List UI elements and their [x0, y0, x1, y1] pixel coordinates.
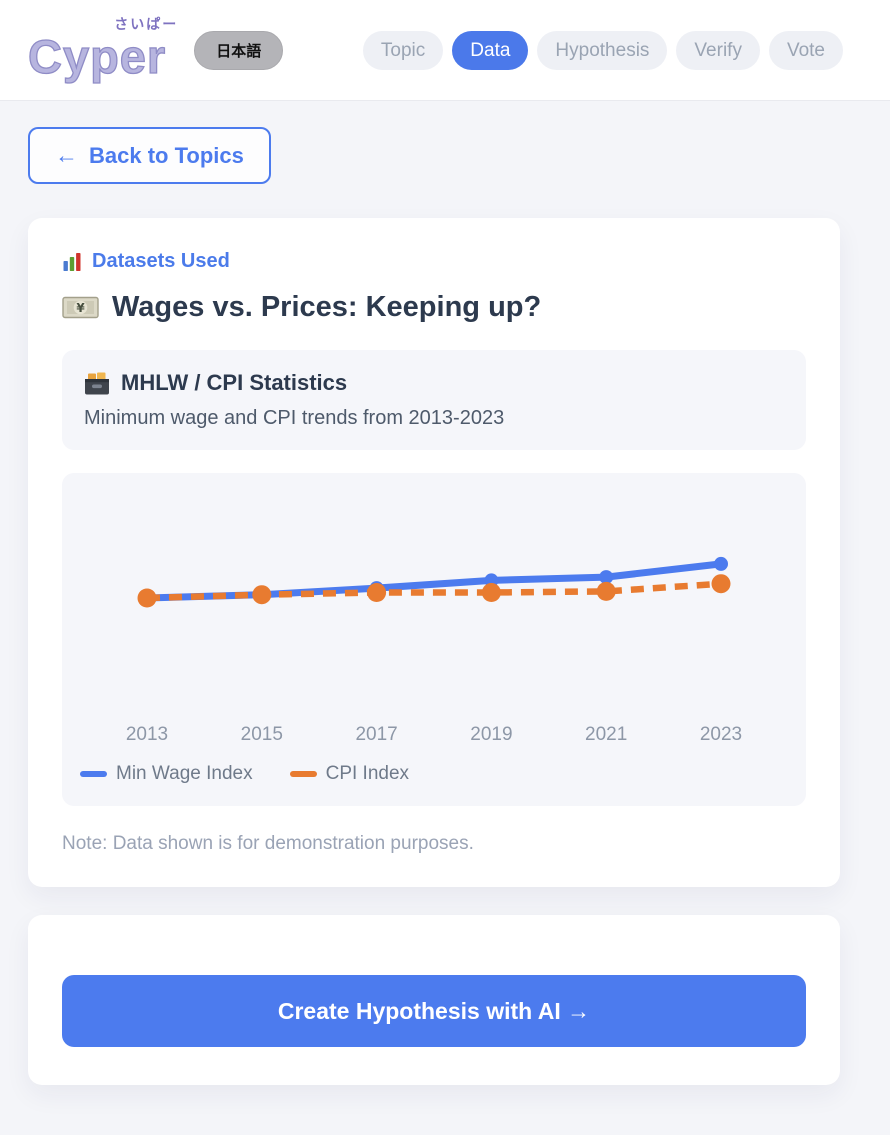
card-file-box-icon	[84, 371, 110, 396]
svg-text:2017: 2017	[355, 724, 397, 745]
dataset-info-tile: MHLW / CPI Statistics Minimum wage and C…	[62, 350, 806, 450]
step-nav: Topic Data Hypothesis Verify Vote	[362, 30, 843, 70]
logo-ruby-text: さいぱー	[114, 15, 179, 32]
cpi-legend-swatch-icon	[289, 771, 317, 777]
datasets-card: Datasets Used ¥ Wages vs. Prices: Keepin…	[28, 218, 840, 887]
language-toggle-button[interactable]: 日本語	[194, 30, 284, 70]
svg-text:2021: 2021	[585, 724, 627, 745]
left-arrow-icon: ←	[55, 142, 78, 168]
svg-text:2023: 2023	[700, 724, 742, 745]
svg-text:2013: 2013	[126, 724, 168, 745]
svg-text:¥: ¥	[76, 301, 85, 315]
yen-banknote-icon: ¥	[62, 294, 99, 321]
line-chart-svg: 2013 2015 2017 2019 2021 2023	[126, 556, 742, 745]
bar-chart-icon	[62, 252, 82, 272]
datasets-section-text: Datasets Used	[92, 250, 230, 272]
dataset-description: Minimum wage and CPI trends from 2013-20…	[84, 407, 505, 429]
nav-tab-hypothesis[interactable]: Hypothesis	[537, 30, 668, 70]
dataset-name-text: MHLW / CPI Statistics	[121, 370, 348, 395]
app-header: さいぱー Cyper 日本語 Topic Data Hypothesis Ver…	[0, 0, 890, 101]
page-content: ← Back to Topics Datasets Used ¥	[0, 101, 890, 1135]
legend-label-min-wage: Min Wage Index	[116, 763, 253, 784]
chart-container: 2013 2015 2017 2019 2021 2023 Min Wage Index …	[62, 473, 806, 806]
app-logo[interactable]: さいぱー Cyper	[27, 16, 176, 84]
create-hypothesis-button[interactable]: Create Hypothesis with AI →	[62, 975, 806, 1047]
topic-title-text: Wages vs. Prices: Keeping up?	[112, 291, 542, 323]
topic-title: ¥ Wages vs. Prices: Keeping up?	[62, 291, 806, 324]
legend-label-cpi: CPI Index	[325, 763, 410, 784]
back-button-label: Back to Topics	[89, 142, 244, 168]
svg-text:2015: 2015	[241, 724, 283, 745]
nav-tab-data[interactable]: Data	[452, 30, 529, 70]
min-wage-legend-swatch-icon	[80, 771, 107, 777]
chart-legend: Min Wage Index CPI Index	[62, 763, 806, 785]
nav-tab-verify[interactable]: Verify	[676, 30, 760, 70]
nav-tab-topic[interactable]: Topic	[362, 30, 444, 70]
legend-item-cpi: CPI Index	[289, 763, 410, 785]
datasets-section-label: Datasets Used	[62, 250, 806, 273]
legend-item-min-wage: Min Wage Index	[80, 763, 253, 785]
chart-note: Note: Data shown is for demonstration pu…	[62, 833, 474, 854]
dataset-name-row: MHLW / CPI Statistics	[84, 370, 784, 396]
back-to-topics-button[interactable]: ← Back to Topics	[28, 127, 271, 184]
svg-text:2019: 2019	[470, 724, 512, 745]
cta-card: Create Hypothesis with AI →	[28, 915, 840, 1085]
nav-tab-vote[interactable]: Vote	[768, 30, 843, 70]
logo-text: Cyper	[27, 29, 167, 83]
